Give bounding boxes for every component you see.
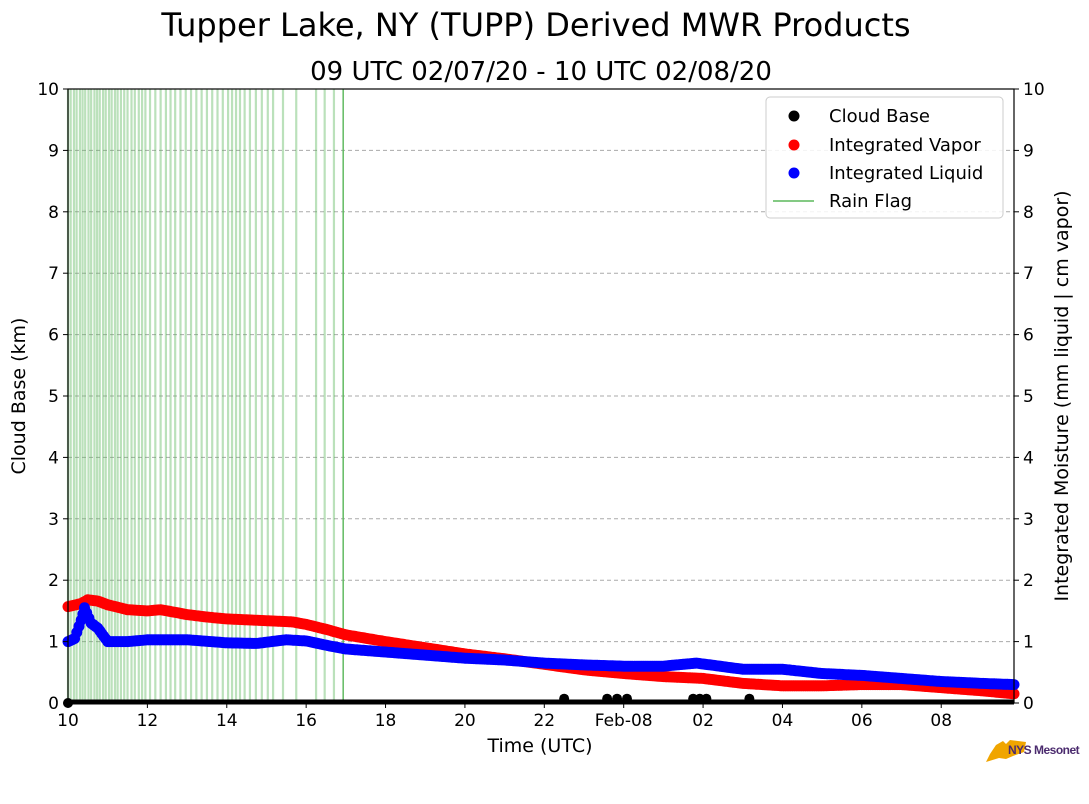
y-tick-label-right: 8 (1023, 203, 1034, 223)
x-axis-ticks: 10 12 14 16 18 20 22 Feb-08 02 04 06 08 (57, 703, 952, 731)
y-axis-left-ticks: 0 1 2 3 4 5 6 7 8 9 10 (37, 80, 68, 714)
legend-marker-cloud-base (788, 110, 800, 122)
y-tick-label-left: 9 (48, 141, 59, 161)
y-tick-label-left: 0 (48, 694, 59, 714)
y-tick-label-left: 1 (48, 633, 59, 653)
new-york-state-shape (986, 740, 1026, 762)
y-tick-label-left: 3 (48, 510, 59, 530)
y-tick-label-left: 8 (48, 203, 59, 223)
x-tick-label: 12 (137, 711, 159, 731)
x-tick-label: 20 (454, 711, 476, 731)
y-tick-label-right: 2 (1023, 571, 1034, 591)
y-tick-label-right: 7 (1023, 264, 1034, 284)
y-tick-label-left: 2 (48, 571, 59, 591)
y-tick-label-left: 5 (48, 387, 59, 407)
chart-subtitle: 09 UTC 02/07/20 - 10 UTC 02/08/20 (310, 57, 772, 87)
cloud-base-point (622, 693, 632, 704)
x-tick-label: 22 (533, 711, 555, 731)
x-tick-label: 04 (772, 711, 794, 731)
x-tick-label: 06 (851, 711, 873, 731)
x-tick-label: 08 (930, 711, 952, 731)
cloud-base-point (701, 693, 712, 704)
y-tick-label-right: 10 (1023, 80, 1045, 100)
y-tick-label-right: 6 (1023, 326, 1034, 346)
cloud-base-point (612, 693, 623, 704)
legend-label-cloud-base: Cloud Base (829, 106, 930, 127)
cloud-base-point (744, 693, 755, 704)
x-tick-label: Feb-08 (595, 711, 653, 731)
cloud-base-series (63, 693, 755, 708)
legend-label-integrated-vapor: Integrated Vapor (829, 135, 981, 156)
legend-label-rain-flag: Rain Flag (829, 191, 912, 212)
integrated-liquid-series (62, 602, 1020, 691)
chart-title: Tupper Lake, NY (TUPP) Derived MWR Produ… (160, 6, 910, 44)
y-tick-label-left: 6 (48, 326, 59, 346)
y-axis-left-label: Cloud Base (km) (8, 318, 30, 475)
y-tick-label-right: 9 (1023, 141, 1034, 161)
y-axis-right-label: Integrated Moisture (mm liquid | cm vapo… (1051, 190, 1073, 601)
y-tick-label-right: 4 (1023, 448, 1034, 468)
cloud-base-point (602, 693, 613, 704)
logo-text: NYS Mesonet (1008, 743, 1080, 757)
legend-marker-integrated-liquid (788, 167, 800, 179)
x-tick-label: 10 (57, 711, 79, 731)
x-tick-label: 14 (216, 711, 238, 731)
y-tick-label-left: 10 (37, 80, 59, 100)
y-tick-label-right: 3 (1023, 510, 1034, 530)
y-tick-label-right: 5 (1023, 387, 1034, 407)
x-tick-label: 02 (692, 711, 714, 731)
cloud-base-point (559, 693, 570, 704)
y-axis-right-ticks: 0 1 2 3 4 5 6 7 8 9 10 (1014, 80, 1045, 714)
y-tick-label-right: 1 (1023, 633, 1034, 653)
x-tick-label: 18 (375, 711, 397, 731)
legend-box (765, 96, 1004, 219)
legend: Cloud Base Integrated Vapor Integrated L… (765, 96, 1004, 219)
nys-mesonet-logo: NYS Mesonet (986, 740, 1080, 762)
y-tick-label-left: 7 (48, 264, 59, 284)
y-tick-label-right: 0 (1023, 694, 1034, 714)
y-tick-label-left: 4 (48, 448, 59, 468)
legend-label-integrated-liquid: Integrated Liquid (829, 163, 983, 184)
x-tick-label: 16 (295, 711, 317, 731)
x-axis-label: Time (UTC) (486, 735, 592, 757)
legend-marker-integrated-vapor (788, 139, 800, 151)
